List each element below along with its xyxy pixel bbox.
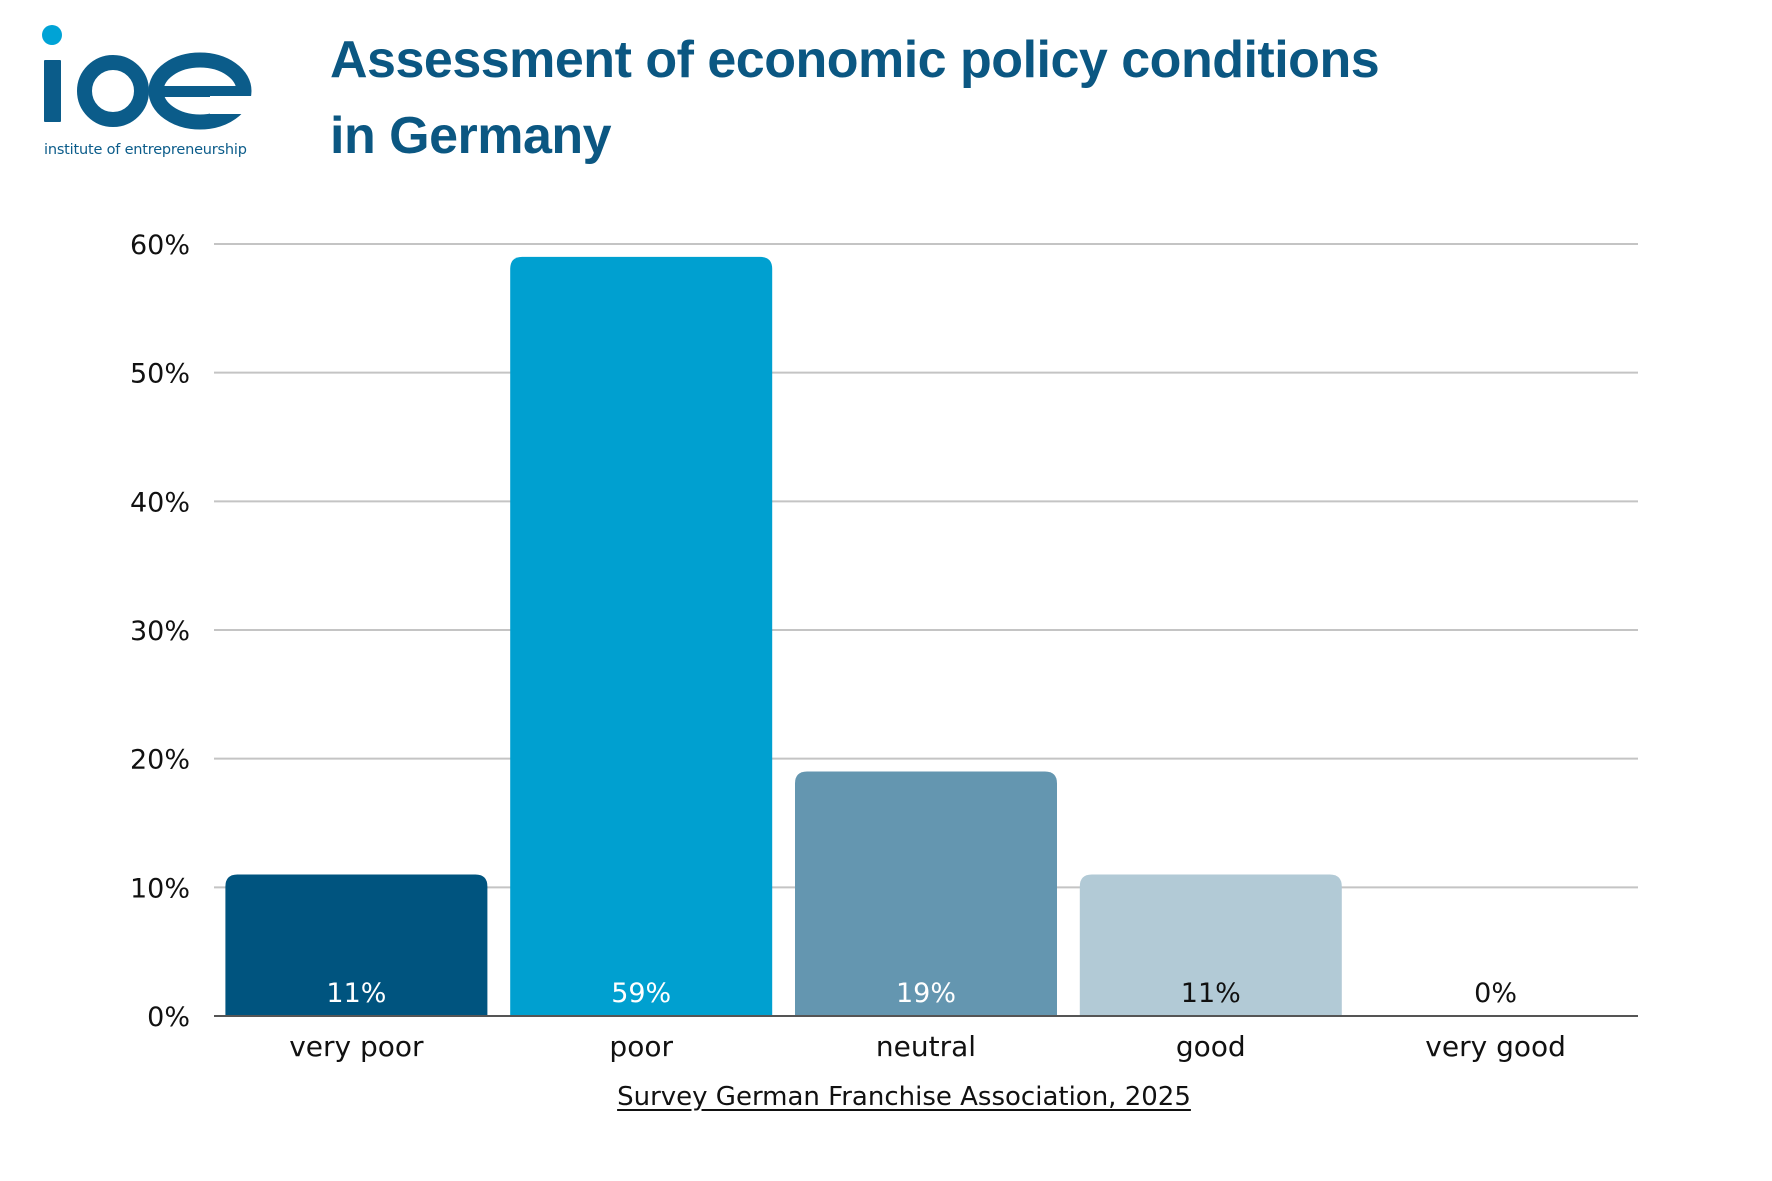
y-tick-label: 20% bbox=[130, 745, 190, 776]
value-label: 11% bbox=[1181, 978, 1241, 1009]
category-label: neutral bbox=[876, 1030, 976, 1063]
y-tick-label: 50% bbox=[130, 359, 190, 390]
logo-tagline: institute of entrepreneurship bbox=[44, 142, 247, 158]
y-tick-label: 10% bbox=[130, 873, 190, 904]
value-label: 0% bbox=[1474, 978, 1517, 1009]
y-tick-label: 30% bbox=[130, 616, 190, 647]
bar bbox=[795, 771, 1057, 1016]
y-tick-label: 60% bbox=[130, 230, 190, 261]
value-label: 19% bbox=[896, 978, 956, 1009]
category-label: very poor bbox=[289, 1030, 424, 1063]
category-label: poor bbox=[609, 1030, 673, 1063]
bar bbox=[510, 256, 773, 1016]
chart-title: Assessment of economic policy conditions… bbox=[330, 22, 1530, 174]
category-label: very good bbox=[1425, 1030, 1566, 1063]
value-label: 59% bbox=[611, 978, 671, 1009]
category-label: good bbox=[1176, 1030, 1246, 1063]
source-note: Survey German Franchise Association, 202… bbox=[0, 1082, 1772, 1112]
y-tick-label: 0% bbox=[147, 1002, 190, 1033]
bar bbox=[225, 874, 488, 1016]
logo: institute of entrepreneurship bbox=[40, 20, 300, 170]
y-tick-label: 40% bbox=[130, 487, 190, 518]
source-link[interactable]: Survey German Franchise Association, 202… bbox=[617, 1082, 1191, 1112]
value-label: 11% bbox=[326, 978, 386, 1009]
bar bbox=[1079, 874, 1342, 1016]
chart-title-line-1: Assessment of economic policy conditions bbox=[330, 31, 1380, 89]
chart-title-line-2: in Germany bbox=[330, 107, 612, 165]
ioe-logo-mark bbox=[42, 25, 256, 130]
